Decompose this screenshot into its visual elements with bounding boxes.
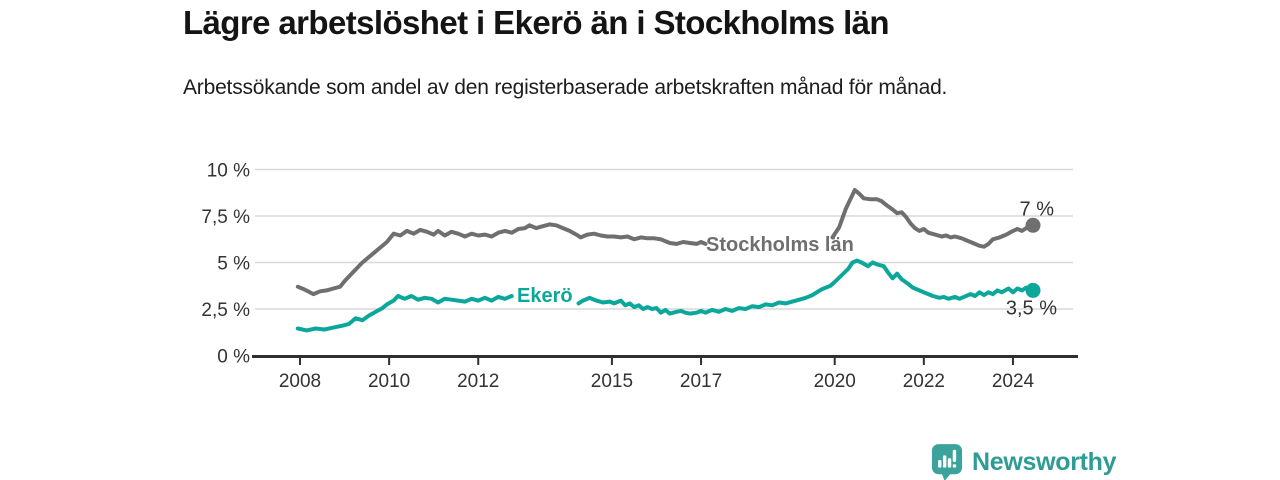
line-stockholms-l-n <box>295 222 708 297</box>
x-tick-label: 2017 <box>680 371 722 392</box>
newsworthy-logo-text: Newsworthy <box>972 447 1117 476</box>
newsworthy-logo: Newsworthy <box>931 442 1117 480</box>
y-tick-label: 7,5 % <box>201 207 250 228</box>
bar-chart-speech-bubble-icon <box>931 444 963 480</box>
x-tick-label: 2010 <box>368 371 410 392</box>
x-tick-label: 2022 <box>903 371 945 392</box>
x-tick-label: 2015 <box>591 371 633 392</box>
y-tick-label: 2,5 % <box>201 300 250 321</box>
chart-subtitle: Arbetssökande som andel av den registerb… <box>183 76 948 99</box>
x-tick-label: 2024 <box>992 371 1035 392</box>
y-tick-label: 5 % <box>217 254 250 275</box>
y-tick-label: 10 % <box>207 161 250 182</box>
y-tick-label: 0 % <box>217 347 250 368</box>
end-value-label-eker-: 3,5 % <box>1006 297 1057 319</box>
x-tick-label: 2020 <box>814 371 856 392</box>
x-tick-label: 2008 <box>279 371 321 392</box>
series-label-eker-: Ekerö <box>517 285 573 307</box>
chart-title: Lägre arbetslöshet i Ekerö än i Stockhol… <box>183 4 890 41</box>
end-dot-eker- <box>1025 282 1041 298</box>
line-eker- <box>576 258 1035 316</box>
line-stockholms-l-n <box>830 188 1035 249</box>
x-tick-label: 2012 <box>457 371 499 392</box>
series-label-stockholms-l-n: Stockholms län <box>706 234 854 256</box>
end-dot-stockholms-l-n <box>1025 217 1041 233</box>
end-value-label-stockholms-l-n: 7 % <box>1020 198 1055 220</box>
line-eker- <box>295 294 514 333</box>
